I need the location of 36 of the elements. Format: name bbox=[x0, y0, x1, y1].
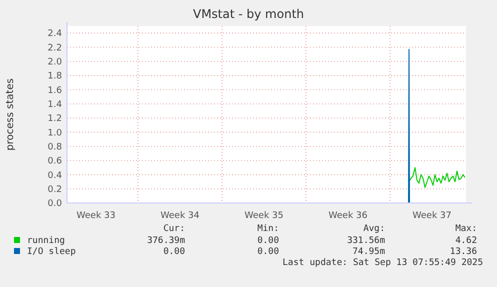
y-tick-label: 2.4 bbox=[48, 29, 62, 40]
x-tick-label: Week 36 bbox=[328, 211, 368, 222]
y-tick-label: 0.6 bbox=[48, 156, 62, 167]
y-tick-label: 1.2 bbox=[48, 114, 62, 124]
text: 0.00 bbox=[257, 247, 279, 257]
chart-title: VMstat - by month bbox=[192, 7, 304, 21]
text: Min: bbox=[257, 224, 279, 234]
text: Avg: bbox=[363, 224, 385, 234]
x-tick-label: Week 33 bbox=[76, 211, 116, 222]
y-tick-label: 1.8 bbox=[48, 72, 62, 82]
y-tick-label: 1.4 bbox=[48, 100, 62, 110]
text: 4.62 bbox=[455, 236, 477, 246]
y-tick-label: 1.0 bbox=[48, 128, 62, 138]
text: 331.56m bbox=[347, 236, 385, 246]
legend-label: I/O sleep bbox=[27, 247, 76, 257]
x-tick-label: Week 34 bbox=[160, 211, 200, 222]
text: 0.00 bbox=[163, 247, 185, 257]
y-tick-label: 0.0 bbox=[48, 199, 62, 210]
text: Last update: Sat Sep 13 07:55:49 2025 bbox=[282, 258, 483, 268]
y-tick-label: 2.2 bbox=[48, 43, 62, 54]
y-axis-title: process states bbox=[5, 78, 16, 151]
y-tick-label: 0.2 bbox=[48, 184, 62, 195]
legend-label: running bbox=[27, 236, 65, 246]
y-tick-label: 2.0 bbox=[48, 58, 62, 68]
text: 376.39m bbox=[147, 236, 185, 246]
text: Cur: bbox=[163, 224, 185, 234]
line-series bbox=[408, 167, 466, 188]
x-tick-label: Week 37 bbox=[412, 211, 452, 222]
text: Max: bbox=[455, 224, 477, 234]
text: 0.00 bbox=[257, 236, 279, 246]
y-tick-label: 1.6 bbox=[48, 86, 62, 96]
text: 74.95m bbox=[352, 247, 385, 257]
y-tick-label: 0.4 bbox=[48, 170, 62, 181]
text: 13.36 bbox=[450, 247, 477, 257]
x-tick-label: Week 35 bbox=[244, 211, 284, 222]
y-tick-label: 0.8 bbox=[48, 142, 62, 153]
